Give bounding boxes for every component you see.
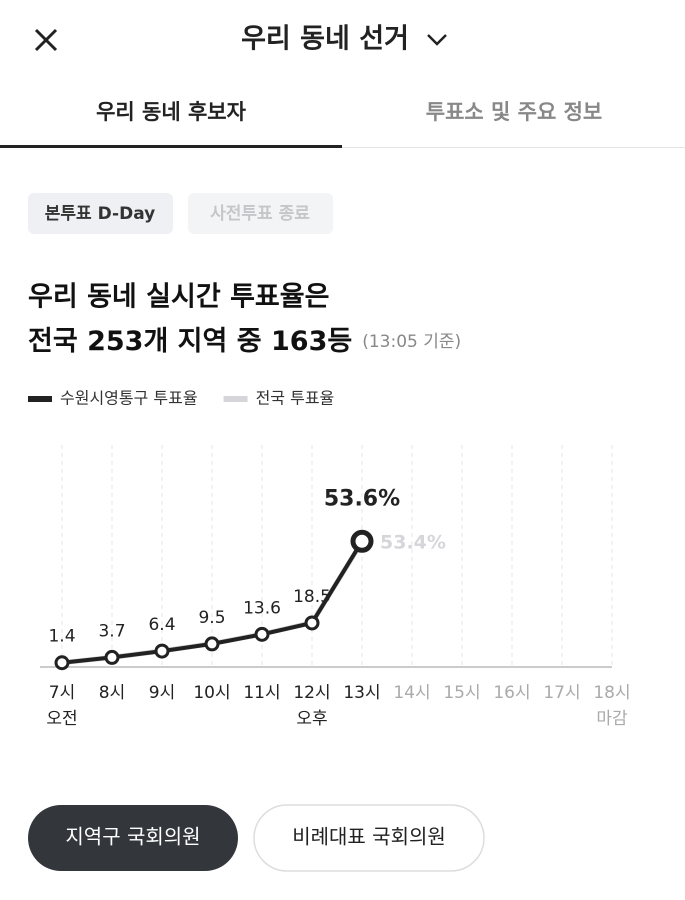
legend-label: 전국 투표율 [256,389,335,408]
chip[interactable] [188,193,333,234]
marker [54,655,70,671]
tab-indicator [0,145,342,148]
x-tick-label: 18시 [593,683,630,703]
marker [204,636,220,652]
x-tick-label: 9시 [149,683,175,703]
headline: 전국 253개 지역 중 163등 [28,326,352,357]
x-tick-label: 12시 [293,683,330,703]
data-label: 53.4% [380,531,446,553]
data-label: 9.5 [198,608,225,628]
x-sublabel: 마감 [596,709,628,729]
data-label: 53.6% [324,486,400,511]
marker [254,626,270,642]
tab[interactable]: 우리 동네 후보자 [96,100,247,124]
chip-label: 사전투표 종료 [210,204,310,224]
headline: 전국 253개 지역 중 163등 (13:05 기준) [28,326,461,357]
button-label: 지역구 국회의원 [65,825,200,849]
x-tick-label: 17시 [543,683,580,703]
headline-note: (13:05 기준) [362,332,461,352]
marker [154,643,170,659]
x-tick-label: 13시 [343,683,380,703]
chip[interactable] [28,193,173,234]
legend-swatch [28,396,52,402]
marker [304,615,320,631]
tab[interactable]: 투표소 및 주요 정보 [426,100,603,124]
tab-divider [0,147,685,148]
marker [350,529,374,553]
dropdown-icon[interactable] [427,34,447,46]
data-label: 6.4 [148,615,175,635]
chip-label: 본투표 D-Day [45,204,155,224]
x-sublabel: 오전 [46,709,77,729]
marker [104,649,120,665]
headline: 우리 동네 실시간 투표율은 [28,282,329,313]
data-label: 1.4 [48,627,75,647]
x-tick-label: 10시 [193,683,230,703]
button[interactable] [253,804,485,872]
x-tick-label: 15시 [443,683,480,703]
x-tick-label: 16시 [493,683,530,703]
data-label: 3.7 [98,621,125,641]
button-label: 비례대표 국회의원 [292,825,446,849]
data-label: 13.6 [243,598,281,618]
x-sublabel: 오후 [296,709,327,729]
button[interactable] [28,805,238,871]
page-title[interactable]: 우리 동네 선거 [241,24,409,55]
x-tick-label: 11시 [243,683,280,703]
x-tick-label: 8시 [99,683,125,703]
x-tick-label: 7시 [49,683,75,703]
x-tick-label: 14시 [393,683,430,703]
close-icon[interactable] [34,28,58,52]
data-label: 18.5 [293,587,331,607]
legend-label: 수원시영통구 투표율 [60,389,198,408]
legend-swatch [223,396,248,402]
